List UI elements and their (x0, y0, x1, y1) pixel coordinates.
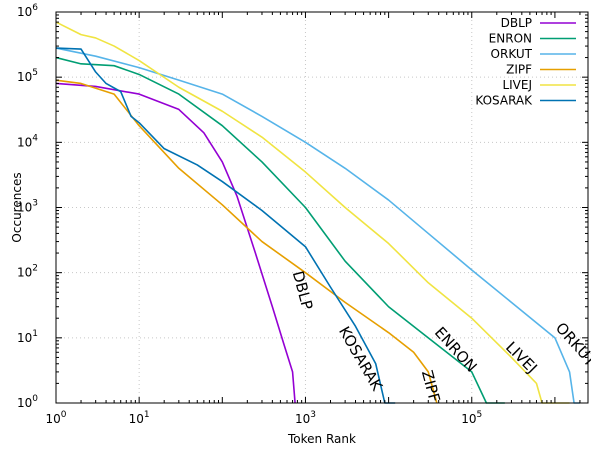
series-layer (55, 21, 580, 404)
y-tick-exponent: 0 (32, 394, 38, 404)
y-tick-exponent: 3 (32, 199, 38, 209)
x-tick-base: 10 (295, 412, 310, 426)
y-tick-label: 101 (17, 329, 38, 345)
y-tick-exponent: 1 (32, 329, 38, 339)
y-axis-label: Occurences (10, 172, 24, 242)
y-tick-base: 10 (17, 331, 32, 345)
x-tick-label: 103 (295, 410, 316, 426)
y-tick-label: 104 (17, 133, 38, 149)
y-tick-label: 105 (17, 68, 38, 84)
series-line-zipf (55, 79, 438, 404)
x-tick-base: 10 (129, 412, 144, 426)
x-tick-exponent: 3 (310, 410, 316, 420)
y-tick-exponent: 4 (32, 133, 38, 143)
y-tick-base: 10 (17, 70, 32, 84)
x-tick-label: 100 (45, 410, 66, 426)
x-tick-exponent: 5 (477, 410, 483, 420)
x-tick-base: 10 (461, 412, 476, 426)
series-line-kosarak (55, 47, 396, 404)
x-axis-label: Token Rank (287, 432, 356, 446)
y-tick-label: 106 (17, 3, 38, 19)
y-tick-label: 103 (17, 199, 38, 215)
curve-label-livej: LIVEJ (502, 338, 541, 377)
legend-label-dblp: DBLP (501, 16, 532, 30)
x-tick-exponent: 1 (144, 410, 150, 420)
y-tick-label: 102 (17, 264, 38, 280)
series-line-livej (55, 21, 570, 404)
y-tick-base: 10 (17, 266, 32, 280)
y-tick-base: 10 (17, 135, 32, 149)
y-tick-base: 10 (17, 5, 32, 19)
x-tick-base: 10 (45, 412, 60, 426)
legend-label-zipf: ZIPF (506, 63, 532, 77)
series-line-dblp (55, 82, 296, 404)
y-tick-exponent: 6 (32, 3, 38, 13)
curve-label-enron: ENRON (431, 323, 481, 375)
legend-label-orkut: ORKUT (491, 47, 533, 61)
curve-label-zipf: ZIPF (418, 368, 444, 404)
y-tick-exponent: 5 (32, 68, 38, 78)
x-tick-exponent: 0 (61, 410, 67, 420)
legend-label-kosarak: KOSARAK (475, 94, 533, 108)
curve-label-kosarak: KOSARAK (335, 323, 387, 394)
x-tick-label: 105 (461, 410, 482, 426)
x-tick-label: 101 (129, 410, 150, 426)
series-line-enron (55, 56, 505, 404)
y-tick-base: 10 (17, 201, 32, 215)
legend-label-enron: ENRON (489, 32, 532, 46)
y-tick-exponent: 2 (32, 264, 38, 274)
curve-label-dblp: DBLP (289, 269, 317, 312)
y-tick-label: 100 (17, 394, 38, 410)
legend-label-livej: LIVEJ (502, 78, 532, 92)
y-tick-base: 10 (17, 396, 32, 410)
